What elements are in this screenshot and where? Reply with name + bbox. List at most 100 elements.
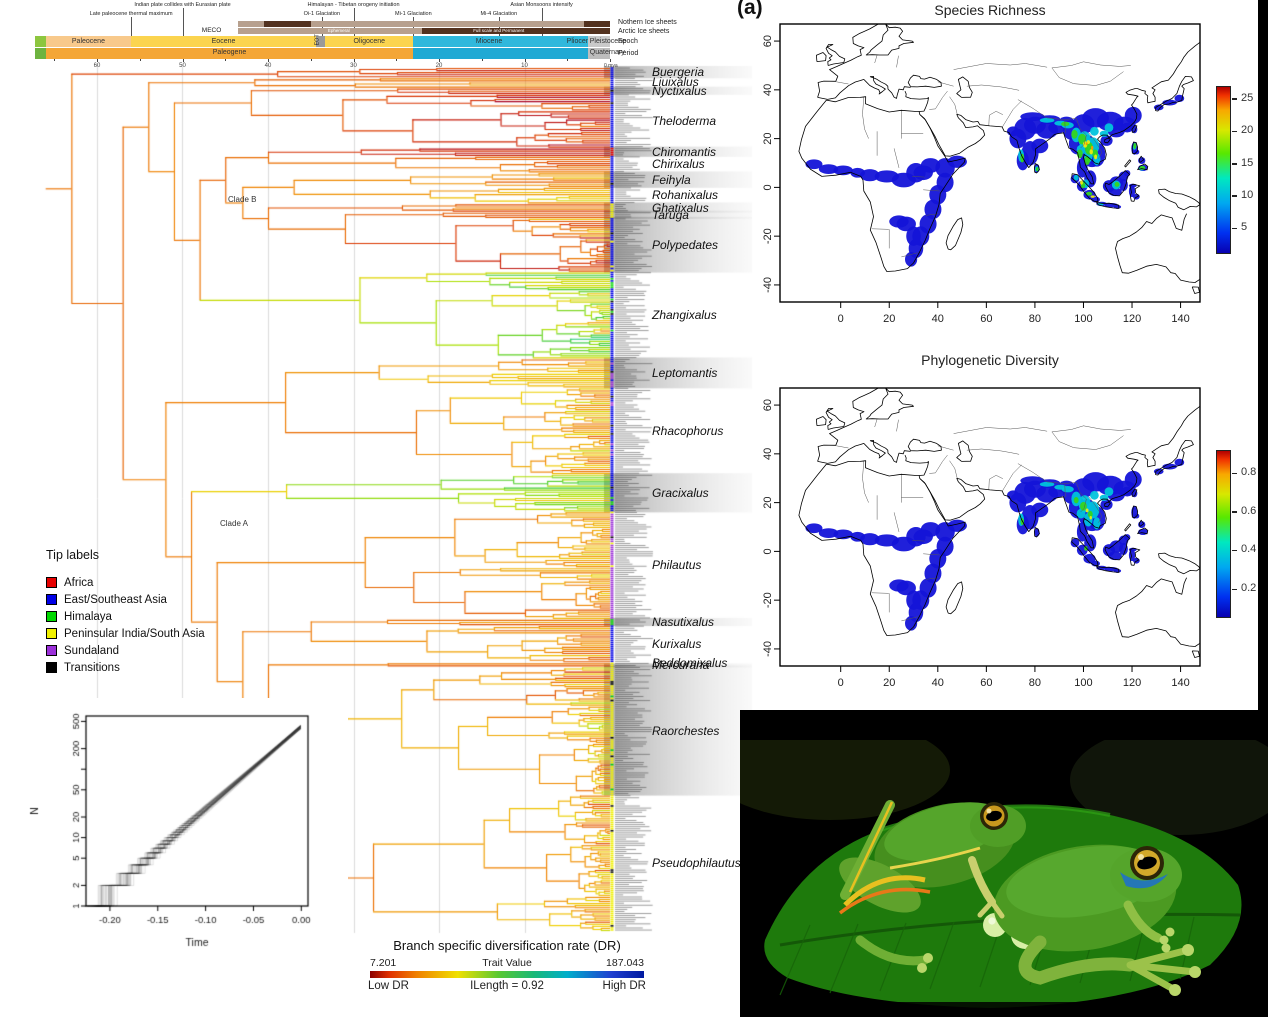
right-black-strip — [1258, 0, 1268, 712]
svg-text:-20: -20 — [762, 592, 774, 608]
colorbar-tick-label: 15 — [1241, 156, 1254, 169]
svg-text:40: 40 — [932, 677, 944, 689]
period-row-label: Period — [618, 49, 639, 57]
axis-tick — [567, 58, 569, 61]
timescale-period-segment — [413, 47, 588, 59]
africa-swatch — [46, 577, 57, 588]
svg-text:-40: -40 — [762, 277, 774, 293]
axis-tick — [439, 58, 440, 62]
clade-a-label: Clade A — [220, 519, 249, 528]
axis-tick-label: 20 — [435, 62, 443, 69]
axis-tick — [97, 58, 98, 62]
svg-text:60: 60 — [980, 677, 992, 689]
colorbar-tick-label: 0.2 — [1241, 582, 1257, 595]
sundaland-swatch — [46, 645, 57, 656]
dr-gradient-bar — [370, 971, 644, 978]
legend-item-africa: Africa — [46, 574, 205, 591]
geological-timescale: Paleocene Eocene EOT Oligocene Miocene Plioce… — [0, 0, 760, 80]
colorbar-tick-label: 0.8 — [1241, 466, 1257, 479]
axis-tick — [481, 58, 483, 61]
ice-bar — [421, 28, 610, 34]
timescale-epoch-segment — [34, 36, 46, 47]
event-label: Mi-1 Glaciation — [395, 11, 432, 17]
axis-tick — [268, 58, 269, 62]
svg-text:120: 120 — [1123, 677, 1141, 689]
tip-legend-title: Tip labels — [46, 548, 100, 562]
dr-low-label: Low DR — [368, 980, 409, 992]
colorbar-tick — [1232, 98, 1237, 100]
ese-asia-swatch — [46, 594, 57, 605]
svg-text:0: 0 — [838, 677, 844, 689]
colorbar-tick-label: 5 — [1241, 221, 1248, 234]
event-tick — [413, 17, 415, 36]
axis-tick — [182, 58, 184, 62]
colorbar-tick-label: 0.4 — [1241, 543, 1257, 556]
dr-high-label: High DR — [602, 980, 646, 992]
colorbar-tick-label: 20 — [1241, 124, 1254, 137]
event-tick — [131, 17, 133, 36]
timescale-epoch-segment: Oligocene — [325, 36, 414, 47]
svg-text:120: 120 — [1123, 313, 1141, 325]
ice-bar — [238, 28, 422, 34]
dr-trait-label: Trait Value — [482, 957, 532, 969]
event-tick — [182, 8, 184, 36]
svg-text:20: 20 — [883, 313, 895, 325]
legend-item-himalaya: Himalaya — [46, 608, 205, 625]
ice-bar — [263, 21, 311, 27]
transitions-label: Transitions — [64, 661, 120, 674]
svg-text:60: 60 — [762, 35, 774, 47]
colorbar-tick-label: 25 — [1241, 91, 1254, 104]
legend-item-transitions: Transitions — [46, 659, 205, 676]
colorbar-tick — [1232, 549, 1237, 552]
himalaya-label: Himalaya — [64, 610, 112, 623]
event-label: Mi-4 Glaciation — [480, 11, 518, 17]
axis-tick-label: 40 — [264, 62, 272, 69]
colorbar-tick — [1232, 472, 1237, 475]
dr-rate-legend: Branch specific diversification rate (DR… — [368, 938, 646, 994]
event-tick — [321, 17, 323, 36]
axis-tick-label: 10 — [521, 62, 528, 69]
axis-tick — [610, 58, 611, 62]
phylo-diversity-map: 60 40 20 0 -20 -40 0 20 40 60 80 100 120 140 — [762, 387, 1201, 689]
colorbar-tick — [1232, 588, 1237, 591]
svg-text:0: 0 — [762, 184, 774, 190]
northern-ice-label: Nothern Ice sheets — [618, 19, 677, 26]
india-swatch — [46, 628, 57, 639]
timescale-period-segment — [34, 47, 46, 59]
axis-tick — [225, 58, 227, 61]
frog-photo — [740, 710, 1268, 1017]
axis-tick — [353, 58, 355, 62]
dr-min-value: 7.201 — [370, 957, 397, 969]
colorbar-tick — [1232, 195, 1237, 197]
ese-asia-label: East/Southeast Asia — [64, 593, 167, 606]
svg-text:140: 140 — [1171, 677, 1189, 689]
ice-bar — [238, 21, 585, 27]
panel-label-a: (a) — [737, 0, 763, 19]
svg-text:40: 40 — [762, 448, 774, 460]
svg-text:20: 20 — [883, 677, 895, 689]
richness-colorbar — [1216, 86, 1231, 254]
clade-b-label: Clade B — [228, 195, 257, 204]
ephemeral-label: Ephemeral — [327, 28, 350, 34]
permanent-label: Full scale and Permanent — [473, 28, 525, 34]
africa-label: Africa — [64, 576, 94, 589]
svg-text:60: 60 — [980, 313, 992, 325]
ltt-plot-canvas — [8, 698, 348, 998]
event-label: Indian plate collides with Eurasian plat… — [134, 2, 231, 8]
himalaya-swatch — [46, 611, 57, 622]
pd-colorbar — [1216, 450, 1231, 618]
legend-item-ese-asia: East/Southeast Asia — [46, 591, 205, 608]
timescale-period-segment: Paleogene — [45, 47, 414, 59]
india-label: Peninsular India/South Asia — [64, 627, 205, 640]
event-label: Late paleocene thermal maximum — [89, 11, 173, 17]
map2-title: Phylogenetic Diversity — [921, 352, 1059, 368]
svg-text:40: 40 — [932, 313, 944, 325]
axis-tick — [54, 58, 56, 61]
map1-title: Species Richness — [934, 2, 1046, 18]
colorbar-tick-label: 0.6 — [1241, 504, 1257, 517]
axis-zero-label: 0 mya — [604, 62, 618, 69]
svg-text:-20: -20 — [762, 228, 774, 244]
axis-tick — [310, 58, 312, 61]
svg-text:100: 100 — [1074, 313, 1092, 325]
timescale-epoch-segment: Miocene — [413, 36, 565, 47]
